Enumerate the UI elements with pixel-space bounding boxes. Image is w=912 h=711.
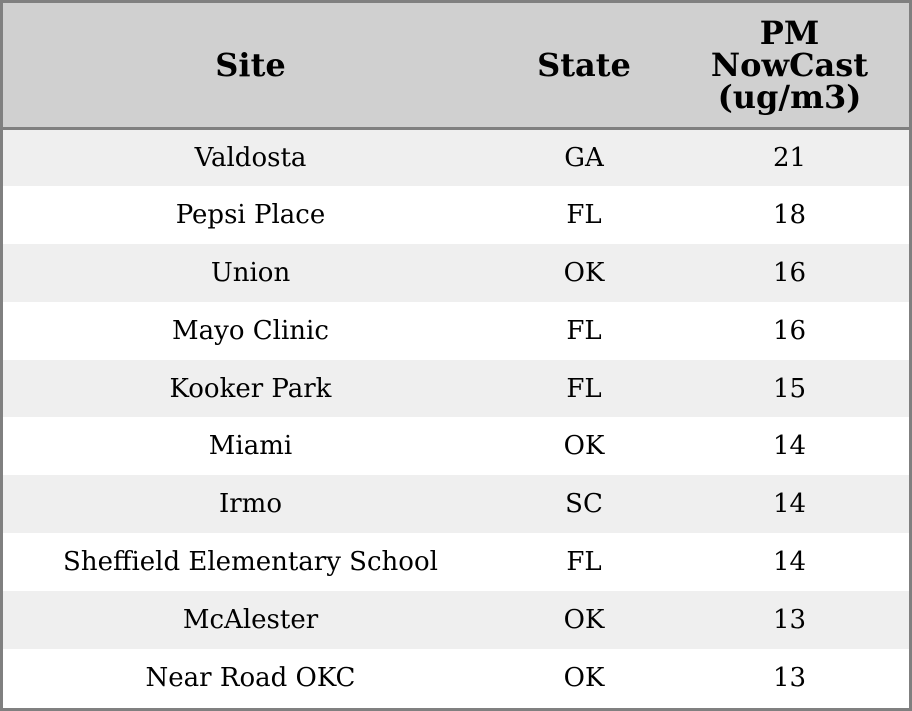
pm-nowcast-table: Site State PM NowCast (ug/m3) Valdosta GA 21 Pe… bbox=[3, 3, 909, 707]
pm-value-cell: 16 bbox=[772, 257, 807, 288]
table-row: Miami OK 14 bbox=[3, 417, 909, 476]
pm-value-cell: 14 bbox=[772, 489, 807, 520]
state-cell: OK bbox=[563, 605, 605, 636]
table-row: Near Road OKC OK 13 bbox=[3, 649, 909, 707]
table-row: Sheffield Elementary School FL 14 bbox=[3, 533, 909, 592]
state-cell: OK bbox=[563, 431, 605, 462]
table-row: Pepsi Place FL 18 bbox=[3, 185, 909, 244]
pm-value-cell: 13 bbox=[772, 605, 807, 636]
header-state: State bbox=[498, 3, 670, 130]
site-cell: Union bbox=[210, 257, 291, 288]
site-cell: Mayo Clinic bbox=[172, 315, 329, 346]
table-row: Irmo SC 14 bbox=[3, 475, 909, 534]
table-row: Mayo Clinic FL 16 bbox=[3, 301, 909, 360]
site-cell: Irmo bbox=[218, 489, 282, 520]
table-row: Kooker Park FL 15 bbox=[3, 359, 909, 418]
header-text-line: Site bbox=[215, 45, 286, 84]
pm-value-cell: 14 bbox=[772, 431, 807, 462]
state-cell: SC bbox=[565, 489, 603, 520]
state-cell: FL bbox=[566, 547, 602, 578]
header-text-line: PM bbox=[759, 13, 820, 52]
site-cell: Near Road OKC bbox=[145, 662, 356, 693]
state-cell: OK bbox=[563, 257, 605, 288]
header-pm-nowcast: PM NowCast (ug/m3) bbox=[670, 3, 909, 130]
header-text-line: State bbox=[537, 45, 631, 84]
site-cell: Valdosta bbox=[194, 142, 307, 173]
pm-value-cell: 13 bbox=[772, 662, 807, 693]
pm-value-cell: 14 bbox=[772, 547, 807, 578]
site-cell: Kooker Park bbox=[169, 373, 332, 404]
pm-value-cell: 21 bbox=[772, 142, 807, 173]
pm-value-cell: 18 bbox=[772, 199, 807, 230]
state-cell: OK bbox=[563, 662, 605, 693]
table-header: Site State PM NowCast (ug/m3) bbox=[3, 3, 909, 130]
state-cell: FL bbox=[566, 373, 602, 404]
site-cell: Sheffield Elementary School bbox=[63, 547, 438, 578]
pm-value-cell: 15 bbox=[772, 373, 807, 404]
header-text-line: (ug/m3) bbox=[717, 77, 862, 116]
state-cell: GA bbox=[564, 142, 604, 173]
table-body: Valdosta GA 21 Pepsi Place FL 18 Union OK 16 Mayo… bbox=[3, 128, 909, 707]
table-row: McAlester OK 13 bbox=[3, 591, 909, 650]
site-cell: McAlester bbox=[182, 605, 319, 636]
table-row: Union OK 16 bbox=[3, 243, 909, 302]
header-site: Site bbox=[3, 3, 498, 130]
site-cell: Pepsi Place bbox=[175, 199, 326, 230]
header-row: Site State PM NowCast (ug/m3) bbox=[3, 3, 909, 130]
state-cell: FL bbox=[566, 199, 602, 230]
table-row: Valdosta GA 21 bbox=[3, 128, 909, 186]
state-cell: FL bbox=[566, 315, 602, 346]
header-text-line: NowCast bbox=[710, 45, 869, 84]
pm-value-cell: 16 bbox=[772, 315, 807, 346]
site-cell: Miami bbox=[208, 431, 293, 462]
